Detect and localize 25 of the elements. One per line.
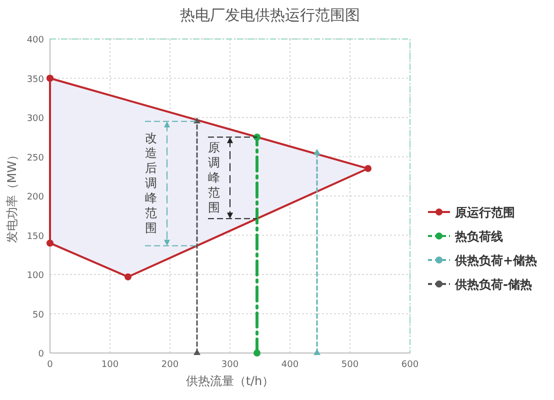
y-tick-label: 150 [26, 232, 44, 242]
y-tick-label: 50 [32, 310, 44, 320]
y-tick-label: 200 [26, 192, 44, 202]
chart-title: 热电厂发电供热运行范围图 [180, 6, 360, 24]
x-axis-title: 供热流量（t/h） [186, 374, 274, 388]
annotation: 原调峰范围 [208, 140, 220, 214]
y-tick-label: 400 [26, 36, 44, 46]
x-tick-label: 500 [341, 360, 359, 370]
x-tick-label: 600 [401, 360, 419, 370]
y-axis-title: 发电功率（MW） [5, 148, 19, 244]
legend-label: 热负荷线 [454, 230, 503, 244]
y-tick-label: 350 [26, 74, 44, 85]
x-tick-label: 0 [47, 360, 54, 370]
legend-label: 供热负荷-储热 [454, 278, 532, 292]
x-tick-label: 100 [101, 360, 119, 370]
annotation: 改造后调峰范围 [145, 131, 157, 236]
y-tick-label: 0 [38, 350, 44, 360]
x-tick-label: 200 [161, 360, 179, 370]
legend-label: 供热负荷+储热 [454, 254, 538, 268]
y-tick-label: 250 [26, 153, 44, 164]
y-tick-label: 100 [26, 271, 44, 281]
x-tick-label: 300 [221, 360, 239, 370]
y-tick-label: 300 [26, 114, 44, 124]
x-tick-label: 400 [281, 360, 299, 370]
legend-label: 原运行范围 [454, 206, 515, 220]
